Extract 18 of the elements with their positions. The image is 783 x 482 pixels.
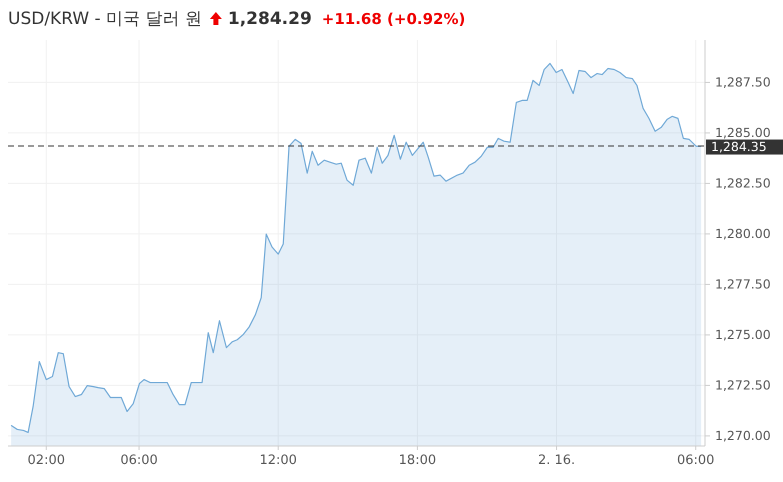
y-tick-label: 1,272.50 — [715, 377, 771, 392]
y-tick-label: 1,280.00 — [715, 226, 771, 241]
ref-line-label: 1,284.35 — [711, 139, 767, 154]
x-tick-label: 06:00 — [676, 453, 714, 468]
x-tick-label: 12:00 — [259, 453, 297, 468]
y-tick-label: 1,285.00 — [715, 124, 771, 140]
x-tick-label: 18:00 — [398, 453, 436, 468]
x-tick-label: 06:00 — [120, 453, 158, 468]
chart-title: USD/KRW - 미국 달러 원 — [8, 9, 202, 29]
x-tick-label: 02:00 — [28, 453, 66, 468]
y-tick-label: 1,270.00 — [715, 428, 771, 443]
x-tick-label: 2. 16. — [538, 453, 576, 468]
y-tick-label: 1,287.50 — [715, 74, 771, 90]
y-tick-label: 1,282.50 — [715, 175, 771, 190]
y-tick-label: 1,275.00 — [715, 326, 771, 342]
chart-subtitle: 1,284.29 — [228, 9, 312, 29]
y-tick-label: 1,277.50 — [715, 276, 771, 292]
text: +11.68 (+0.92%) — [322, 10, 466, 28]
